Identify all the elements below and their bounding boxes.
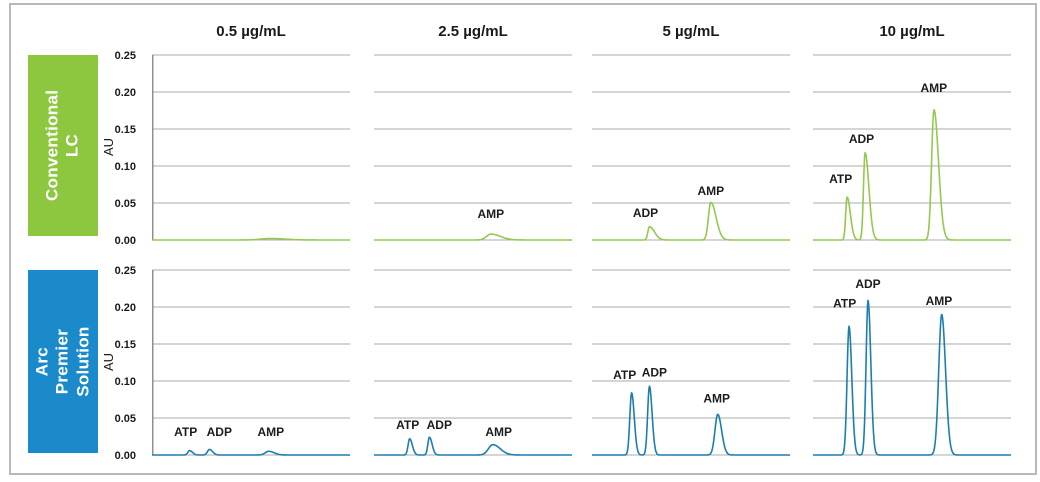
chromatogram-trace (374, 436, 572, 456)
peak-label-amp: AMP (477, 207, 504, 221)
plot-conventional-0-5ug (152, 54, 350, 241)
column-title-0-5ug: 0.5 µg/mL (216, 23, 286, 40)
chromatogram-trace (592, 201, 790, 241)
y-axis-tick: 0.20 (114, 302, 136, 314)
column-title-2-5ug: 2.5 µg/mL (438, 23, 508, 40)
peak-label-adp: ADP (633, 206, 658, 220)
y-axis-tick: 0.25 (114, 265, 136, 277)
y-axis-title-row-arc-premier: AU (101, 352, 116, 372)
row-label-arc-premier-solution: Arc Premier Solution (28, 270, 98, 453)
row-label-conventional-lc: Conventional LC (28, 55, 98, 236)
plot-conventional-10ug: ATP ADP AMP (813, 54, 1011, 241)
y-axis-tick: 0.10 (114, 376, 136, 388)
y-axis-row-conventional: 0.25 0.20 0.15 0.10 0.05 0.00 (96, 50, 144, 247)
peak-label-atp: ATP (396, 418, 419, 432)
plot-arc-premier-10ug: ATP ADP AMP (813, 269, 1011, 456)
y-axis-tick: 0.20 (114, 87, 136, 99)
y-axis-tick: 0.10 (114, 161, 136, 173)
y-axis-row-arc-premier: 0.25 0.20 0.15 0.10 0.05 0.00 (96, 265, 144, 462)
y-axis-tick: 0.15 (114, 124, 136, 136)
y-axis-tick: 0.05 (114, 198, 136, 210)
peak-label-amp: AMP (485, 425, 512, 439)
plot-arc-premier-5ug: ATP ADP AMP (592, 269, 790, 456)
chromatogram-trace (813, 108, 1011, 241)
chromatogram-trace (152, 448, 350, 456)
peak-label-atp: ATP (174, 425, 197, 439)
row-label-arc-premier-solution-text: Arc Premier Solution (32, 326, 93, 397)
peak-label-amp: AMP (257, 425, 284, 439)
row-label-conventional-lc-text: Conventional LC (42, 89, 82, 202)
peak-label-adp: ADP (642, 366, 667, 380)
plot-arc-premier-2-5ug: ATP ADP AMP (374, 269, 572, 456)
chromatogram-trace (592, 385, 790, 456)
column-title-10ug: 10 µg/mL (879, 23, 945, 40)
peak-label-amp: AMP (697, 184, 724, 198)
peak-label-adp: ADP (855, 277, 880, 291)
peak-label-amp: AMP (920, 81, 947, 95)
chromatogram-trace (374, 233, 572, 241)
peak-label-adp: ADP (427, 418, 452, 432)
column-title-5ug: 5 µg/mL (662, 23, 720, 40)
y-axis-tick: 0.25 (114, 50, 136, 62)
peak-label-adp: ADP (207, 425, 232, 439)
peak-label-adp: ADP (849, 132, 874, 146)
y-axis-tick: 0.15 (114, 339, 136, 351)
plot-conventional-2-5ug: AMP (374, 54, 572, 241)
peak-label-atp: ATP (829, 172, 852, 186)
peak-label-atp: ATP (833, 297, 856, 311)
chromatogram-trace (813, 299, 1011, 456)
y-axis-tick: 0.00 (114, 235, 136, 247)
y-axis-tick: 0.00 (114, 450, 136, 462)
y-axis-title-row-conventional: AU (101, 137, 116, 157)
plot-arc-premier-0-5ug: ATP ADP AMP (152, 269, 350, 456)
chromatogram-trace (152, 237, 350, 241)
peak-label-amp: AMP (926, 294, 953, 308)
y-axis-tick: 0.05 (114, 413, 136, 425)
peak-label-atp: ATP (613, 368, 636, 382)
plot-conventional-5ug: ADP AMP (592, 54, 790, 241)
peak-label-amp: AMP (703, 392, 730, 406)
